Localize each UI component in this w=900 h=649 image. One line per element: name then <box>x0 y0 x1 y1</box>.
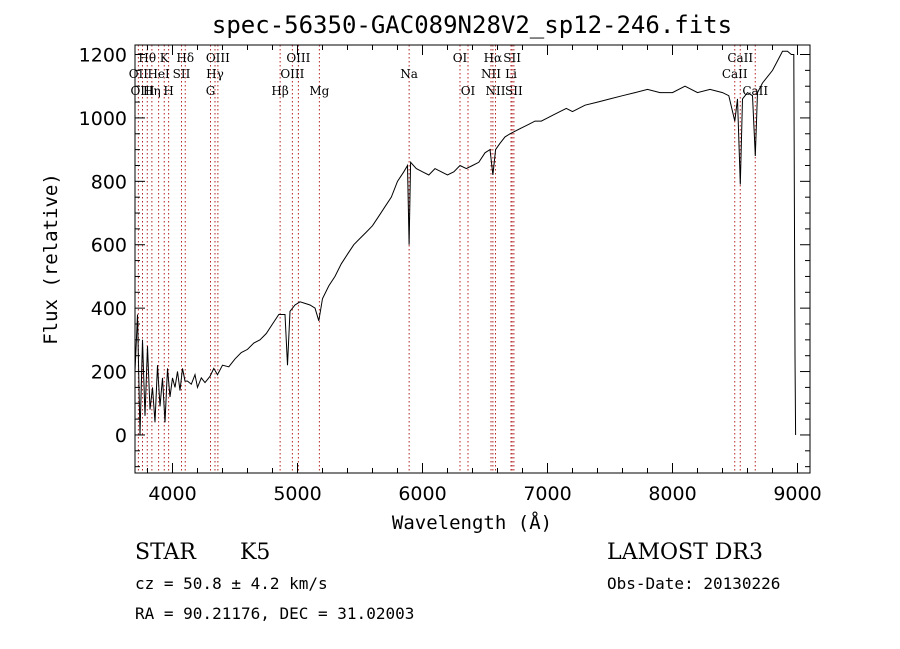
y-tick-label: 600 <box>91 235 127 257</box>
y-axis-label: Flux (relative) <box>40 173 62 345</box>
line-marker-label: Hθ <box>138 51 156 65</box>
line-marker-label: CaII <box>722 67 748 81</box>
line-marker-label: Na <box>400 67 418 81</box>
x-tick-label: 9000 <box>773 483 821 505</box>
line-marker-label: OIII <box>286 51 310 65</box>
y-tick-label: 200 <box>91 362 127 384</box>
class-label: STAR <box>135 540 196 565</box>
emission-line-markers <box>137 45 756 473</box>
x-tick-label: 5000 <box>273 483 321 505</box>
x-tick-label: 7000 <box>523 483 571 505</box>
line-marker-label: HeI <box>147 67 170 81</box>
line-marker-label: CaII <box>742 84 768 98</box>
line-marker-label: OI <box>461 84 476 98</box>
survey-label: LAMOST DR3 <box>607 540 763 565</box>
line-marker-label: NII <box>486 84 506 98</box>
line-marker-label: K <box>160 51 170 65</box>
x-tick-label: 4000 <box>148 483 196 505</box>
line-marker-label: OIII <box>130 84 154 98</box>
line-marker-label: Mg <box>309 84 329 98</box>
line-marker-label: Hα <box>484 51 503 65</box>
x-tick-label: 8000 <box>648 483 696 505</box>
y-tick-label: 1200 <box>79 45 127 67</box>
line-marker-label: Hη <box>143 84 161 98</box>
line-marker-label: SII <box>503 51 521 65</box>
line-marker-label: OIII <box>280 67 304 81</box>
line-marker-label: OII <box>129 67 149 81</box>
redshift-text: cz = 50.8 ± 4.2 km/s <box>135 574 328 593</box>
line-marker-label: NII <box>481 67 501 81</box>
line-marker-label: SII <box>173 67 191 81</box>
line-marker-label: SII <box>505 84 523 98</box>
coordinates-text: RA = 90.21176, DEC = 31.02003 <box>135 604 415 623</box>
line-marker-label: G <box>206 84 216 98</box>
y-tick-label: 0 <box>115 425 127 447</box>
line-marker-label: H <box>163 84 173 98</box>
line-marker-label: CaII <box>727 51 753 65</box>
plot-frame <box>134 44 811 474</box>
line-marker-label: Hδ <box>176 51 194 65</box>
line-marker-label: Hγ <box>206 67 224 81</box>
x-tick-label: 6000 <box>398 483 446 505</box>
chart-title: spec-56350-GAC089N28V2_sp12-246.fits <box>212 11 732 39</box>
y-tick-label: 800 <box>91 171 127 193</box>
obs-date-text: Obs-Date: 20130226 <box>607 574 781 593</box>
subclass-label: K5 <box>240 540 271 565</box>
spectrum-series-line <box>134 50 797 436</box>
y-tick-label: 1000 <box>79 108 127 130</box>
line-marker-label: OI <box>453 51 468 65</box>
x-axis-label: Wavelength (Å) <box>392 511 552 534</box>
axis-ticks: 4000 5000 6000 7000 8000 9000 0 200 400 600 800 100… <box>79 45 822 505</box>
y-tick-label: 400 <box>91 298 127 320</box>
line-marker-label: OIII <box>206 51 230 65</box>
line-marker-label: Li <box>505 67 517 81</box>
line-marker-label: Hβ <box>271 84 288 98</box>
